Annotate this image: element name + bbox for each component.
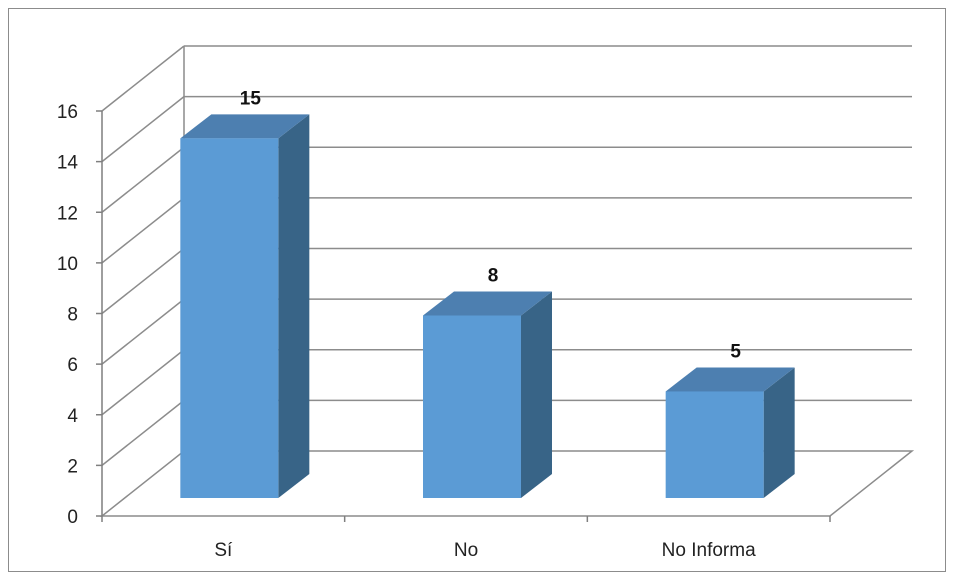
y-tick-label-6: 6 — [67, 355, 78, 376]
bar-front-0 — [180, 138, 279, 498]
side-gridline-8 — [101, 247, 185, 315]
y-tick-label-12: 12 — [57, 203, 78, 224]
y-tick-label-14: 14 — [57, 153, 79, 174]
y-tick-label-0: 0 — [67, 507, 78, 528]
bar-top-1 — [423, 291, 552, 316]
y-tick-label-10: 10 — [57, 254, 78, 275]
bar-side-0 — [278, 114, 310, 498]
y-tick-label-2: 2 — [67, 456, 78, 477]
data-label-0: 15 — [240, 88, 262, 109]
y-tick-label-8: 8 — [67, 305, 78, 326]
data-label-1: 8 — [488, 266, 499, 287]
y-tick-label-16: 16 — [57, 102, 78, 123]
bar-1 — [423, 291, 552, 498]
side-gridline-14 — [101, 96, 185, 163]
category-label-1: No — [454, 540, 478, 561]
bar-side-2 — [763, 367, 795, 498]
side-gridline-16 — [101, 45, 185, 112]
bar-top-2 — [665, 367, 795, 392]
bar-top-0 — [180, 114, 310, 139]
bar-side-1 — [521, 291, 552, 498]
side-gridline-12 — [101, 146, 185, 213]
bar-2 — [665, 367, 795, 498]
side-gridline-10 — [101, 197, 185, 264]
bar-front-1 — [423, 315, 521, 498]
axis-layer: 0 2 4 6 8 10 12 14 16 — [57, 102, 831, 528]
label-layer: 15 Sí 8 No 5 No Informa — [214, 88, 756, 561]
side-gridline-2 — [101, 399, 185, 466]
bar-front-2 — [665, 391, 764, 498]
category-label-2: No Informa — [662, 540, 756, 561]
category-label-0: Sí — [214, 540, 233, 561]
side-gridline-6 — [101, 298, 185, 365]
bar-0 — [180, 114, 310, 498]
bar-layer — [180, 114, 795, 498]
y-tick-label-4: 4 — [67, 406, 78, 427]
side-gridline-4 — [101, 349, 185, 416]
data-label-2: 5 — [730, 341, 741, 362]
